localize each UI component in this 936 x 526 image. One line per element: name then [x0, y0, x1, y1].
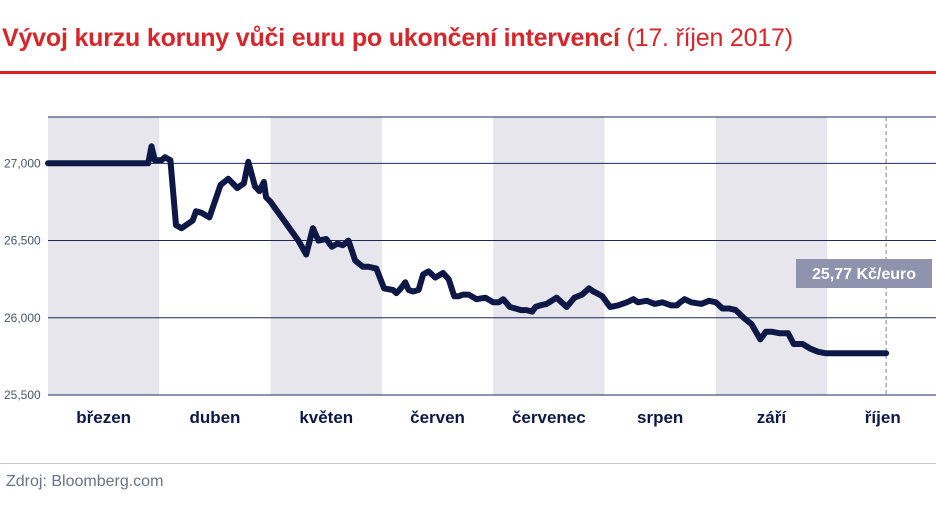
- exchange-rate-chart: 25,500 26,000 26,500 27,000 březen duben květ…: [4, 116, 936, 427]
- y-tick-label: 26,500: [4, 234, 41, 248]
- y-tick-label: 27,000: [4, 156, 41, 170]
- callout-box: [796, 259, 932, 288]
- callout-label: 25,77 Kč/euro: [812, 266, 916, 283]
- x-tick-label: březen: [76, 408, 131, 427]
- x-tick-label: květen: [299, 408, 353, 427]
- x-tick-label: červen: [410, 408, 465, 427]
- y-tick-label: 25,500: [4, 388, 41, 402]
- chart-title-date: (17. říjen 2017): [626, 24, 793, 52]
- month-band-6: [715, 117, 828, 395]
- month-band-0: [48, 117, 160, 395]
- x-axis-ticks: březen duben květen červen červenec srpen září…: [76, 408, 900, 427]
- y-tick-label: 26,000: [4, 311, 41, 325]
- x-tick-label: srpen: [637, 408, 683, 427]
- x-tick-label: říjen: [865, 408, 901, 427]
- title-rule: [0, 71, 936, 74]
- gridlines: [48, 116, 936, 396]
- last-value-callout: 25,77 Kč/euro: [796, 259, 932, 288]
- chart-title: Vývoj kurzu koruny vůči euru po ukončení…: [2, 22, 793, 54]
- x-tick-label: duben: [189, 408, 240, 427]
- source-rule: [0, 463, 936, 464]
- y-axis-ticks: 25,500 26,000 26,500 27,000: [4, 156, 41, 402]
- month-band-4: [493, 117, 605, 395]
- month-band-2: [270, 117, 382, 395]
- series-line-czk-eur: [45, 143, 890, 357]
- x-tick-label: červenec: [512, 408, 586, 427]
- chart-title-main: Vývoj kurzu koruny vůči euru po ukončení…: [2, 24, 620, 52]
- x-tick-label: září: [757, 408, 788, 427]
- source-credit: Zdroj: Bloomberg.com: [6, 473, 164, 490]
